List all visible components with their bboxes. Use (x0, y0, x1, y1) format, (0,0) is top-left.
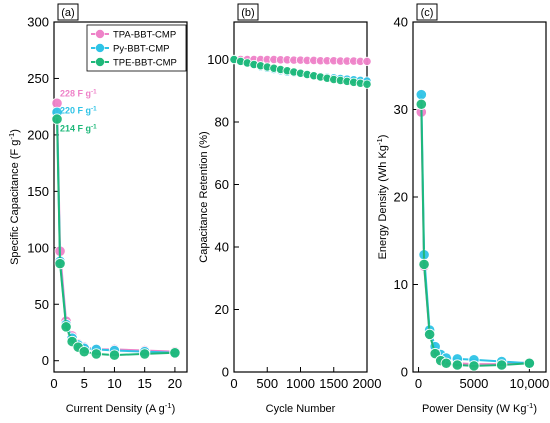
data-point (108, 349, 121, 361)
data-point (139, 348, 151, 360)
axes-frame (412, 21, 547, 373)
data-point (51, 113, 63, 125)
data-point (415, 89, 427, 101)
panel-label: (c) (421, 7, 434, 19)
panel-label: (b) (241, 7, 254, 19)
series-tpe-bbt-cmp (51, 113, 181, 361)
panel-label-box (237, 3, 259, 21)
y-axis-label: Specific Capacitance (F g-1) (7, 129, 22, 265)
y-tick-label: 0 (222, 365, 229, 380)
legend-entry: TPE-BBT-CMP (113, 58, 177, 69)
data-point (451, 359, 463, 371)
x-tick-label: 5000 (459, 376, 488, 391)
x-tick-label: 1500 (319, 376, 348, 391)
series-line (420, 112, 530, 366)
panel-label: (a) (61, 7, 74, 19)
y-tick-label: 100 (27, 240, 49, 255)
legend-entry: Py-BBT-CMP (113, 44, 169, 55)
x-tick-label: 0 (415, 376, 422, 391)
series-line (420, 104, 530, 367)
data-point (362, 79, 372, 89)
annotation: 220 F g-1 (60, 105, 97, 116)
data-point (418, 258, 430, 270)
data-point (78, 346, 90, 358)
x-tick-label: 500 (256, 376, 278, 391)
x-tick-label: 0 (230, 376, 237, 391)
y-tick-label: 20 (215, 302, 229, 317)
series-line (56, 112, 175, 354)
data-point (440, 357, 452, 369)
y-tick-label: 150 (27, 184, 49, 199)
series-line (420, 94, 530, 365)
y-axis-label: Capacitance Retention (%) (198, 131, 210, 262)
series-tpe-bbt-cmp (229, 54, 372, 89)
data-point (415, 98, 427, 110)
series-line (56, 103, 175, 353)
series-py-bbt-cmp (415, 89, 535, 369)
annotation: 214 F g-1 (60, 123, 97, 134)
panel-b: 0 500 1000 1500 2000 0 20 40 60 80 100 Cycle Number… (198, 3, 382, 415)
y-tick-label: 300 (27, 15, 49, 30)
x-tick-label: 10 (107, 376, 121, 391)
y-tick-label: 200 (27, 127, 49, 142)
legend-marker (95, 57, 105, 67)
y-tick-label: 30 (394, 102, 408, 117)
x-tick-label: 0 (50, 376, 57, 391)
y-tick-label: 60 (215, 177, 229, 192)
panel-label-box (57, 3, 79, 21)
y-tick-label: 250 (27, 71, 49, 86)
x-axis-label: Current Density (A g-1) (66, 401, 176, 416)
panel-label-box (416, 3, 438, 21)
x-tick-label: 2000 (353, 376, 382, 391)
x-tick-label: 10,000 (509, 376, 549, 391)
annotation: 228 F g-1 (60, 88, 97, 99)
y-tick-label: 50 (35, 297, 49, 312)
y-tick-label: 0 (401, 365, 408, 380)
y-tick-label: 40 (215, 240, 229, 255)
data-point (169, 347, 181, 359)
legend-entry: TPA-BBT-CMP (113, 30, 176, 41)
data-point (362, 56, 372, 66)
series-line (56, 119, 175, 357)
data-point (90, 348, 102, 360)
data-point (496, 359, 508, 371)
x-tick-label: 15 (137, 376, 151, 391)
data-point (468, 360, 480, 372)
panel-c: 0 5000 10,000 0 10 20 30 40 Power Density (W Kg-… (375, 3, 549, 416)
data-point (523, 357, 535, 369)
x-tick-label: 1000 (286, 376, 315, 391)
x-axis-label: Power Density (W Kg-1) (422, 401, 537, 416)
data-point (60, 321, 72, 333)
x-tick-label: 20 (168, 376, 182, 391)
x-axis-label: Cycle Number (266, 403, 336, 415)
y-tick-label: 0 (42, 353, 49, 368)
legend-marker (95, 29, 105, 39)
y-tick-label: 40 (394, 15, 408, 30)
x-tick-label: 5 (81, 376, 88, 391)
y-axis-label: Energy Density (Wh Kg-1) (375, 135, 390, 260)
y-tick-label: 10 (394, 277, 408, 292)
data-point (424, 328, 436, 340)
y-tick-label: 20 (394, 190, 408, 205)
y-tick-label: 80 (215, 115, 229, 130)
axes-frame (53, 21, 188, 373)
series-tpa-bbt-cmp (51, 97, 181, 358)
series-tpe-bbt-cmp (415, 98, 535, 372)
y-tick-label: 100 (207, 52, 229, 67)
legend-marker (95, 43, 105, 53)
data-point (54, 258, 66, 270)
